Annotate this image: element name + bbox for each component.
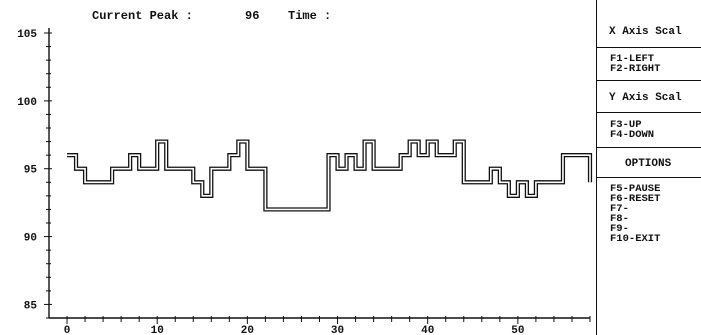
x-tick-label: 0	[64, 325, 71, 335]
f10-exit-option[interactable]: F10-EXIT	[610, 233, 661, 245]
f9-option[interactable]: F9-	[610, 223, 629, 235]
f4-down-option[interactable]: F4-DOWN	[610, 129, 655, 141]
options-title: OPTIONS	[625, 158, 672, 170]
f5-pause-option[interactable]: F5-PAUSE	[610, 183, 661, 195]
panel-divider	[597, 112, 701, 113]
current-peak-value: 96	[245, 9, 260, 23]
x-axis-scale-title: X Axis Scal	[609, 26, 682, 38]
f7-option[interactable]: F7-	[610, 203, 629, 215]
x-tick-label: 30	[331, 325, 344, 335]
y-tick-label: 100	[17, 97, 37, 109]
f3-up-option[interactable]: F3-UP	[610, 119, 642, 131]
y-tick-label: 95	[24, 165, 38, 177]
panel-divider	[597, 147, 701, 148]
panel-divider	[597, 80, 701, 81]
current-peak-label: Current Peak :	[92, 9, 193, 23]
x-tick-label: 40	[421, 325, 434, 335]
y-tick-label: 105	[17, 29, 37, 41]
f2-right-option[interactable]: F2-RIGHT	[610, 63, 661, 75]
control-panel: X Axis Scal F1-LEFT F2-RIGHT Y Axis Scal…	[596, 0, 701, 335]
f1-left-option[interactable]: F1-LEFT	[610, 53, 655, 65]
chart-area: 85 90 95 100 105 0 10 20 30 40 50 Current Peak : 9…	[17, 9, 593, 335]
y-tick-label: 90	[24, 233, 37, 245]
x-tick-label: 50	[511, 325, 524, 335]
y-tick-label: 85	[24, 300, 38, 312]
x-tick-label: 20	[241, 325, 254, 335]
time-label: Time :	[288, 9, 332, 23]
f8-option[interactable]: F8-	[610, 213, 629, 225]
series-line-inner	[67, 140, 591, 211]
x-tick-label: 10	[151, 325, 164, 335]
panel-divider	[597, 177, 701, 178]
chart-plot: 85 90 95 100 105 0 10 20 30 40 50	[17, 28, 593, 335]
f6-reset-option[interactable]: F6-RESET	[610, 193, 661, 205]
panel-divider	[597, 47, 701, 48]
y-axis-scale-title: Y Axis Scal	[609, 92, 682, 104]
